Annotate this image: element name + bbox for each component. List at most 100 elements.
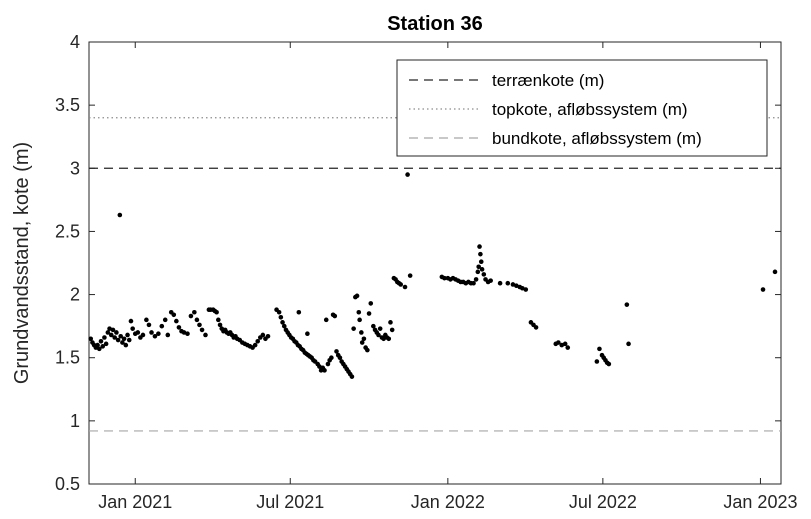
data-point [100,344,106,349]
data-point [772,269,778,275]
x-axis: Jan 2021 Jul 2021 Jan 2022 Jul 2022 Jan 2023 [98,42,797,512]
data-point [476,264,481,270]
data-point [176,325,182,330]
data-point [194,317,200,323]
data-point [359,330,364,335]
data-point [203,332,208,338]
data-point [478,251,483,257]
data-point [377,326,383,331]
data-point [197,322,202,328]
data-point [265,333,271,339]
data-point [130,326,135,331]
data-point [120,340,125,345]
legend-label-terraenkote: terrænkote (m) [492,71,604,90]
data-point [505,280,511,286]
data-point [152,333,158,339]
data-point [471,280,476,286]
data-point [473,277,479,282]
data-point [216,317,221,323]
data-point [159,323,165,329]
data-point [376,332,381,338]
data-point [626,341,631,347]
data-point [386,336,392,342]
data-point [389,327,395,333]
data-point [135,330,141,335]
data-point [475,269,481,275]
data-point [192,309,197,315]
data-point [477,244,482,249]
data-point [323,317,329,323]
data-point [126,337,132,343]
data-point [276,309,282,315]
data-point [760,287,766,292]
data-point [359,340,365,345]
y-axis: 0.5 1 1.5 2 2.5 3 3.5 4 [55,32,781,494]
data-point [125,332,130,338]
data-point [322,368,327,373]
y-tick-label: 1 [70,411,80,431]
data-point [337,355,343,361]
data-point [146,322,152,328]
data-point [325,361,331,367]
data-point [533,325,539,330]
data-point [144,317,149,323]
data-point [280,320,285,325]
data-point [329,355,334,361]
y-tick-label: 2.5 [55,221,80,241]
data-point [296,309,302,315]
data-point [103,341,109,347]
y-tick-label: 2 [70,285,80,305]
data-point [402,284,408,290]
data-point [117,212,123,218]
data-point [479,267,485,272]
data-point [594,359,600,364]
data-point [349,374,355,379]
data-point [371,323,376,329]
data-point [171,312,177,318]
x-tick-label: Jul 2021 [256,492,324,512]
x-tick-label: Jan 2021 [98,492,172,512]
data-point [115,337,121,343]
data-point [110,327,116,333]
data-point [102,335,107,340]
data-point [165,332,171,338]
data-point [98,338,104,344]
data-point [405,172,410,177]
y-tick-label: 3 [70,158,80,178]
data-point [368,301,374,306]
data-point [96,346,102,352]
data-point [398,282,404,287]
data-point [255,338,261,344]
data-point [188,313,194,319]
data-point [174,318,179,324]
x-tick-label: Jan 2023 [723,492,797,512]
data-point [214,309,219,315]
chart-title: Station 36 [387,13,483,35]
data-point [121,336,127,342]
data-point [478,259,484,265]
data-point [185,331,190,337]
data-point [556,340,561,345]
data-point [217,322,223,328]
legend: terrænkote (m) topkote, afløbssystem (m)… [396,59,768,157]
data-point [332,313,338,319]
legend-label-topkote: topkote, afløbssystem (m) [492,100,688,119]
data-point [565,345,571,350]
data-point [442,275,447,281]
data-point [118,333,123,339]
data-point [140,332,146,338]
y-tick-label: 1.5 [55,348,80,368]
data-point [497,280,503,286]
y-tick-label: 0.5 [55,474,80,494]
data-point [366,311,372,316]
data-point [624,302,630,307]
data-point [88,336,94,342]
x-tick-label: Jan 2022 [411,492,485,512]
data-point [123,342,129,348]
data-point [278,315,284,320]
legend-label-bundkote: bundkote, afløbssystem (m) [492,129,702,148]
data-point [388,320,393,325]
data-point [351,326,356,331]
data-point [281,323,287,329]
data-point [606,361,612,367]
